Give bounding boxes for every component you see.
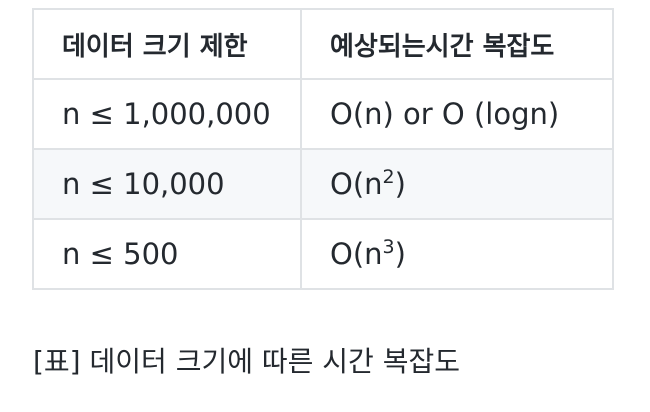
table-body: n ≤ 1,000,000 O(n) or O (logn) n ≤ 10,00…	[32, 78, 614, 290]
complexity-cell: O(n2)	[300, 148, 614, 220]
complexity-text: O(n	[330, 237, 383, 271]
table-header: 데이터 크기 제한 예상되는시간 복잡도	[32, 8, 614, 80]
header-row: 데이터 크기 제한 예상되는시간 복잡도	[32, 8, 614, 80]
complexity-exponent: 2	[382, 166, 395, 188]
complexity-close-paren: )	[394, 237, 406, 271]
complexity-exponent: 3	[382, 236, 395, 258]
header-data-size-limit: 데이터 크기 제한	[32, 8, 302, 80]
complexity-close-paren: )	[394, 167, 406, 201]
complexity-text: O(n) or O (logn)	[330, 97, 560, 131]
table-row: n ≤ 10,000 O(n2)	[32, 148, 614, 220]
size-cell: n ≤ 500	[32, 218, 302, 290]
complexity-table: 데이터 크기 제한 예상되는시간 복잡도 n ≤ 1,000,000 O(n) …	[32, 8, 614, 290]
table-caption: [표] 데이터 크기에 따른 시간 복잡도	[33, 345, 460, 378]
header-expected-complexity: 예상되는시간 복잡도	[300, 8, 614, 80]
size-cell: n ≤ 1,000,000	[32, 78, 302, 150]
size-cell: n ≤ 10,000	[32, 148, 302, 220]
complexity-cell: O(n3)	[300, 218, 614, 290]
complexity-cell: O(n) or O (logn)	[300, 78, 614, 150]
complexity-text: O(n	[330, 167, 383, 201]
table-row: n ≤ 500 O(n3)	[32, 218, 614, 290]
table-row: n ≤ 1,000,000 O(n) or O (logn)	[32, 78, 614, 150]
